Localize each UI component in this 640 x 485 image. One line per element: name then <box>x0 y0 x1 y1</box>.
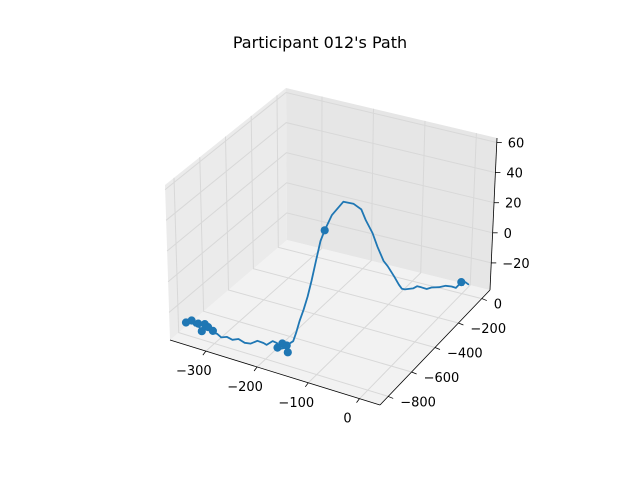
y-tick-mark <box>458 322 464 326</box>
grid-line-x <box>307 120 426 384</box>
data-layer <box>181 200 470 357</box>
z-tick-label: 20 <box>505 197 522 212</box>
grid-line-z <box>165 122 496 221</box>
grid-line-x <box>205 96 323 352</box>
z-axis-line <box>489 137 498 291</box>
grid-line-y <box>199 157 412 373</box>
grid-line-z <box>168 212 492 313</box>
y-tick-label: −200 <box>470 322 506 337</box>
path-marker <box>457 278 466 287</box>
grid-line-x <box>256 108 374 368</box>
x-axis-line <box>169 339 381 406</box>
grid-line-y <box>276 95 482 300</box>
path-marker <box>273 343 282 352</box>
y-tick-mark <box>411 371 417 375</box>
y-tick-label: −600 <box>424 371 460 386</box>
tick-labels: −300 −200 −100 0 0 −200 −400 −600 −800 60 40 20 0 −20 <box>176 137 530 427</box>
y-tick-mark <box>434 347 441 350</box>
x-tick-mark <box>253 366 258 372</box>
chart-title: Participant 012's Path <box>232 33 408 52</box>
z-tick-label: 0 <box>504 227 512 242</box>
x-tick-label: 0 <box>343 412 351 427</box>
grid-line-y <box>225 136 436 348</box>
left-wall-pane <box>165 88 287 340</box>
z-tick-label: 60 <box>508 137 525 152</box>
z-tick-label: −20 <box>502 257 529 272</box>
grid-line-z <box>166 152 495 252</box>
z-tick-label: 40 <box>506 167 523 182</box>
y-tick-mark <box>388 396 394 399</box>
x-tick-mark <box>356 398 360 403</box>
grid-line-x <box>359 133 477 400</box>
path-marker <box>320 226 329 235</box>
x-tick-label: −200 <box>227 380 263 395</box>
path-marker <box>194 319 203 328</box>
floor-pane <box>170 240 490 405</box>
path-marker <box>197 327 206 336</box>
back-wall-pane <box>286 88 497 290</box>
x-tick-mark <box>304 382 309 388</box>
grid-line-y <box>250 115 459 324</box>
axis-lines <box>169 137 502 406</box>
y-tick-label: −400 <box>447 347 483 362</box>
grid-line-y <box>173 177 389 397</box>
x-tick-label: −300 <box>176 364 212 379</box>
grid-lines <box>164 91 497 400</box>
x-tick-label: −100 <box>278 396 314 411</box>
y-tick-label: 0 <box>494 298 502 313</box>
y-tick-label: −800 <box>400 395 436 410</box>
y-tick-mark <box>481 298 487 301</box>
grid-line-z <box>167 182 493 283</box>
path-marker <box>282 341 291 350</box>
path-marker <box>208 326 217 335</box>
path-line-0 <box>185 200 470 350</box>
path-marker <box>187 316 196 325</box>
grid-line-z <box>164 91 497 190</box>
axis-panes <box>165 88 497 405</box>
path-marker <box>283 348 292 357</box>
x-tick-mark <box>202 350 207 356</box>
